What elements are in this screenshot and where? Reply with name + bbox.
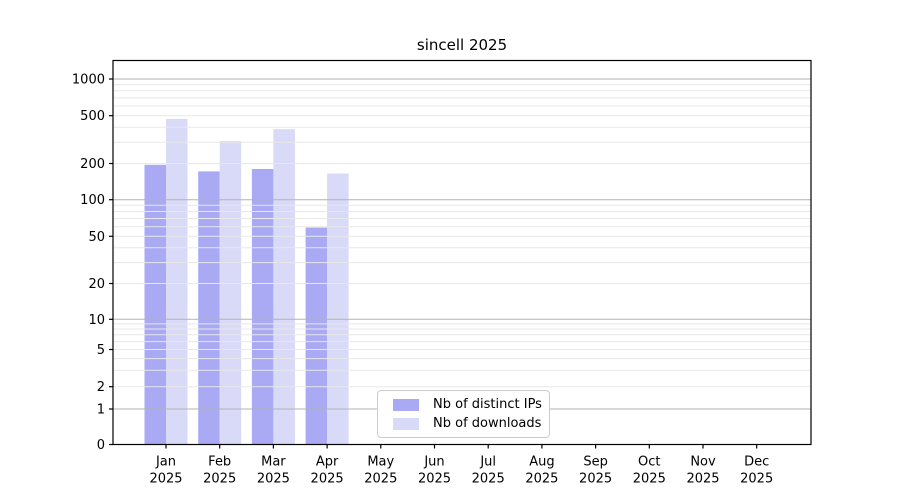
y-axis-tick-label: 2 [97, 380, 105, 395]
bar-distinct-ips-apr [305, 227, 328, 445]
x-axis-month-label: Sep [583, 455, 608, 470]
x-axis-month-label: Nov [690, 455, 716, 470]
x-axis-month-label: Oct [638, 455, 660, 470]
legend-label-downloads: Nb of downloads [433, 416, 542, 431]
bar-downloads-apr [327, 173, 349, 445]
x-axis-year-label: 2025 [633, 472, 666, 487]
x-axis-year-label: 2025 [203, 472, 236, 487]
x-axis-month-label: Jun [423, 455, 444, 470]
y-axis-tick-label: 500 [80, 109, 105, 124]
bar-downloads-feb [219, 141, 242, 445]
legend-swatch-distinct-ips-icon [393, 398, 419, 411]
legend-item-downloads: Nb of downloads [386, 417, 541, 430]
x-axis-month-label: Jan [155, 455, 176, 470]
bar-downloads-jan [166, 118, 188, 445]
x-axis-year-label: 2025 [579, 472, 612, 487]
y-axis-tick-label: 200 [80, 157, 105, 172]
x-axis-month-label: Aug [529, 455, 554, 470]
x-axis-year-label: 2025 [149, 472, 182, 487]
x-axis-month-label: Mar [261, 455, 286, 470]
y-axis-tick-label: 1000 [72, 73, 105, 88]
y-axis-tick-label: 1 [97, 403, 105, 418]
x-axis-year-label: 2025 [740, 472, 773, 487]
bar-distinct-ips-jan [144, 164, 166, 445]
y-axis-tick-label: 10 [88, 313, 105, 328]
x-axis-year-label: 2025 [686, 472, 719, 487]
legend-swatch-downloads-icon [393, 417, 419, 430]
x-axis-year-label: 2025 [257, 472, 290, 487]
x-axis-year-label: 2025 [418, 472, 451, 487]
y-axis-tick-label: 0 [97, 438, 105, 453]
legend: Nb of distinct IPs Nb of downloads [377, 390, 550, 438]
x-axis-month-label: Jul [479, 455, 496, 470]
y-axis-tick-label: 20 [88, 277, 105, 292]
x-axis-year-label: 2025 [525, 472, 558, 487]
y-axis-tick-label: 100 [80, 193, 105, 208]
chart-title: sincell 2025 [416, 36, 508, 54]
x-axis-month-label: May [367, 455, 394, 470]
x-axis-month-label: Apr [316, 455, 339, 470]
legend-item-distinct-ips: Nb of distinct IPs [386, 397, 542, 412]
plot-border [112, 59, 812, 446]
y-axis-tick-label: 5 [97, 343, 105, 358]
bar-distinct-ips-feb [198, 171, 220, 445]
x-axis-month-label: Feb [208, 455, 231, 470]
x-axis-year-label: 2025 [364, 472, 397, 487]
x-axis-year-label: 2025 [311, 472, 344, 487]
x-axis-month-label: Dec [744, 455, 769, 470]
x-axis-year-label: 2025 [472, 472, 505, 487]
y-axis-tick-label: 50 [88, 230, 105, 245]
bar-downloads-mar [273, 129, 295, 445]
legend-label-distinct-ips: Nb of distinct IPs [433, 397, 542, 412]
bar-distinct-ips-mar [251, 169, 274, 445]
